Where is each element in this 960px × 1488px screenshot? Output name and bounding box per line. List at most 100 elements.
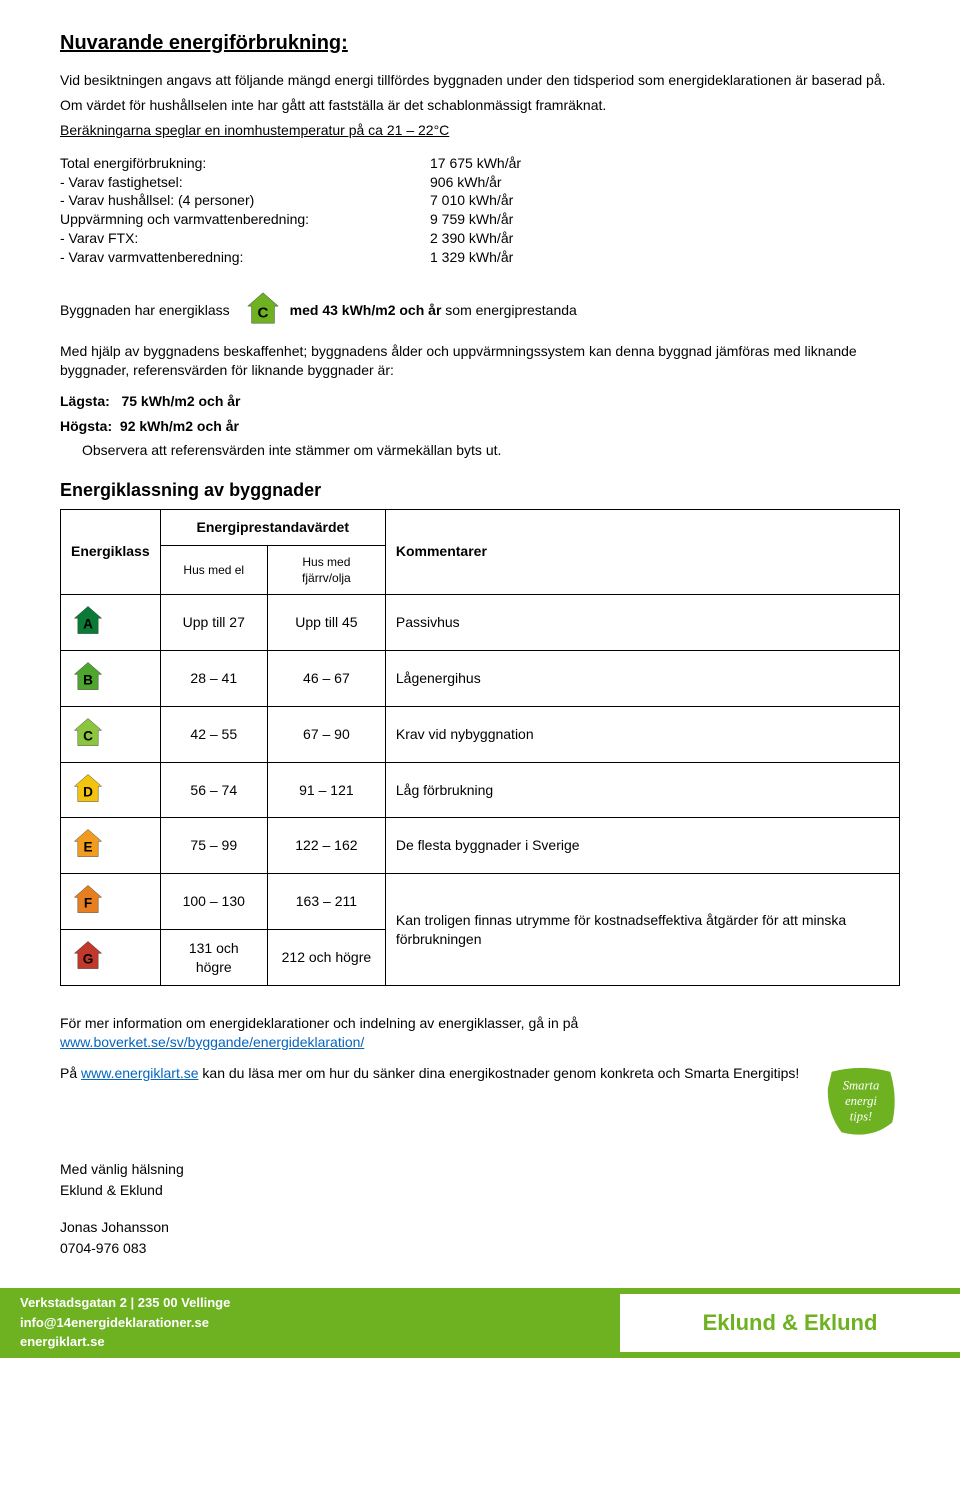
hus-fjarrv-cell: 163 – 211 (267, 874, 385, 930)
consumption-block: Total energiförbrukning: 17 675 kWh/år- … (60, 154, 900, 267)
consumption-label: - Varav FTX: (60, 229, 430, 248)
hus-el-cell: 28 – 41 (160, 650, 267, 706)
greeting: Med vänlig hälsning (60, 1160, 900, 1179)
consumption-row: Uppvärmning och varmvattenberedning: 9 7… (60, 210, 900, 229)
consumption-row: Total energiförbrukning: 17 675 kWh/år (60, 154, 900, 173)
energiklart-link[interactable]: www.energiklart.se (81, 1065, 199, 1081)
consumption-row: - Varav hushållsel: (4 personer) 7 010 k… (60, 191, 900, 210)
footer-left: Verkstadsgatan 2 | 235 00 Vellinge info@… (0, 1288, 620, 1358)
hus-el-cell: 56 – 74 (160, 762, 267, 818)
footer-address: Verkstadsgatan 2 | 235 00 Vellinge (20, 1293, 600, 1313)
hus-el-cell: 75 – 99 (160, 818, 267, 874)
class-icon-cell: B (61, 650, 161, 706)
observe-note: Observera att referensvärden inte stämme… (82, 441, 900, 460)
more-info-paragraph: För mer information om energideklaration… (60, 1014, 900, 1052)
highest-label: Högsta: (60, 418, 112, 434)
svg-text:F: F (84, 896, 92, 911)
hus-fjarrv-cell: Upp till 45 (267, 594, 385, 650)
comment-cell: Låg förbrukning (385, 762, 899, 818)
company-name: Eklund & Eklund (60, 1181, 900, 1200)
footer-brand: Eklund & Eklund (620, 1288, 960, 1358)
lowest-value: 75 kWh/m2 och år (121, 393, 240, 409)
badge-prefix: På (60, 1065, 81, 1081)
consumption-label: - Varav fastighetsel: (60, 173, 430, 192)
highest-value: 92 kWh/m2 och år (120, 418, 239, 434)
comment-cell: Krav vid nybyggnation (385, 706, 899, 762)
hus-fjarrv-cell: 122 – 162 (267, 818, 385, 874)
hus-fjarrv-cell: 212 och högre (267, 930, 385, 986)
signer-block: Jonas Johansson 0704-976 083 (60, 1218, 900, 1258)
signer-name: Jonas Johansson (60, 1218, 900, 1237)
class-value-rest: som energiprestanda (441, 302, 576, 318)
class-icon-cell: A (61, 594, 161, 650)
hus-fjarrv-cell: 67 – 90 (267, 706, 385, 762)
signature-block: Med vänlig hälsning Eklund & Eklund (60, 1160, 900, 1200)
comment-cell: Passivhus (385, 594, 899, 650)
hus-fjarrv-cell: 46 – 67 (267, 650, 385, 706)
hus-el-cell: 42 – 55 (160, 706, 267, 762)
svg-text:B: B (83, 672, 93, 687)
consumption-label: - Varav hushållsel: (4 personer) (60, 191, 430, 210)
intro-paragraph-3: Beräkningarna speglar en inomhustemperat… (60, 121, 900, 140)
class-icon-cell: F (61, 874, 161, 930)
consumption-value: 906 kWh/år (430, 173, 502, 192)
intro-paragraph-1: Vid besiktningen angavs att följande män… (60, 71, 900, 90)
hus-fjarrv-cell: 91 – 121 (267, 762, 385, 818)
footer-email: info@14energideklarationer.se (20, 1313, 600, 1333)
energi-tips-badge-icon: Smarta energi tips! (822, 1064, 900, 1142)
svg-text:C: C (257, 305, 268, 322)
consumption-value: 7 010 kWh/år (430, 191, 513, 210)
class-icon-cell: C (61, 706, 161, 762)
class-prefix: Byggnaden har energiklass (60, 301, 230, 320)
svg-text:energi: energi (845, 1094, 877, 1108)
more-info-prefix: För mer information om energideklaration… (60, 1015, 578, 1031)
svg-text:A: A (83, 616, 93, 631)
consumption-label: Total energiförbrukning: (60, 154, 430, 173)
class-value-bold: med 43 kWh/m2 och år (290, 302, 442, 318)
table-row: C 42 – 5567 – 90Krav vid nybyggnation (61, 706, 900, 762)
energy-class-table: Energiklass Energiprestandavärdet Kommen… (60, 509, 900, 987)
th-hus-el: Hus med el (160, 545, 267, 594)
hus-el-cell: 100 – 130 (160, 874, 267, 930)
th-hus-fjarrv: Hus med fjärrv/olja (267, 545, 385, 594)
intro-paragraph-2: Om värdet för hushållselen inte har gått… (60, 96, 900, 115)
table-row: D 56 – 7491 – 121Låg förbrukning (61, 762, 900, 818)
signer-phone: 0704-976 083 (60, 1239, 900, 1258)
svg-text:tips!: tips! (850, 1109, 873, 1123)
consumption-value: 9 759 kWh/år (430, 210, 513, 229)
table-section-title: Energiklassning av byggnader (60, 478, 900, 502)
highest-row: Högsta: 92 kWh/m2 och år (60, 417, 900, 436)
th-kommentarer: Kommentarer (385, 509, 899, 594)
hus-el-cell: Upp till 27 (160, 594, 267, 650)
svg-text:C: C (83, 728, 93, 743)
th-energiklass: Energiklass (61, 509, 161, 594)
table-row: E 75 – 99122 – 162De flesta byggnader i … (61, 818, 900, 874)
consumption-row: - Varav varmvattenberedning: 1 329 kWh/å… (60, 248, 900, 267)
footer-bar: Verkstadsgatan 2 | 235 00 Vellinge info@… (0, 1288, 960, 1358)
svg-text:E: E (83, 840, 92, 855)
svg-text:D: D (83, 784, 93, 799)
hus-el-cell: 131 och högre (160, 930, 267, 986)
compare-paragraph: Med hjälp av byggnadens beskaffenhet; by… (60, 342, 900, 380)
lowest-row: Lägsta: 75 kWh/m2 och år (60, 392, 900, 411)
badge-row: På www.energiklart.se kan du läsa mer om… (60, 1064, 900, 1142)
comment-cell: Kan troligen finnas utrymme för kostnads… (385, 874, 899, 986)
svg-text:Smarta: Smarta (843, 1078, 880, 1092)
table-row: A Upp till 27Upp till 45Passivhus (61, 594, 900, 650)
comment-cell: De flesta byggnader i Sverige (385, 818, 899, 874)
consumption-label: - Varav varmvattenberedning: (60, 248, 430, 267)
consumption-value: 1 329 kWh/år (430, 248, 513, 267)
lowest-label: Lägsta: (60, 393, 110, 409)
consumption-label: Uppvärmning och varmvattenberedning: (60, 210, 430, 229)
boverket-link[interactable]: www.boverket.se/sv/byggande/energideklar… (60, 1034, 364, 1050)
class-icon-cell: D (61, 762, 161, 818)
footer-web: energiklart.se (20, 1332, 600, 1352)
comment-cell: Lågenergihus (385, 650, 899, 706)
consumption-row: - Varav fastighetsel: 906 kWh/år (60, 173, 900, 192)
consumption-row: - Varav FTX: 2 390 kWh/år (60, 229, 900, 248)
consumption-value: 17 675 kWh/år (430, 154, 521, 173)
table-row: B 28 – 4146 – 67Lågenergihus (61, 650, 900, 706)
svg-text:G: G (83, 952, 94, 967)
class-icon-cell: E (61, 818, 161, 874)
table-row: F 100 – 130163 – 211Kan troligen finnas … (61, 874, 900, 930)
